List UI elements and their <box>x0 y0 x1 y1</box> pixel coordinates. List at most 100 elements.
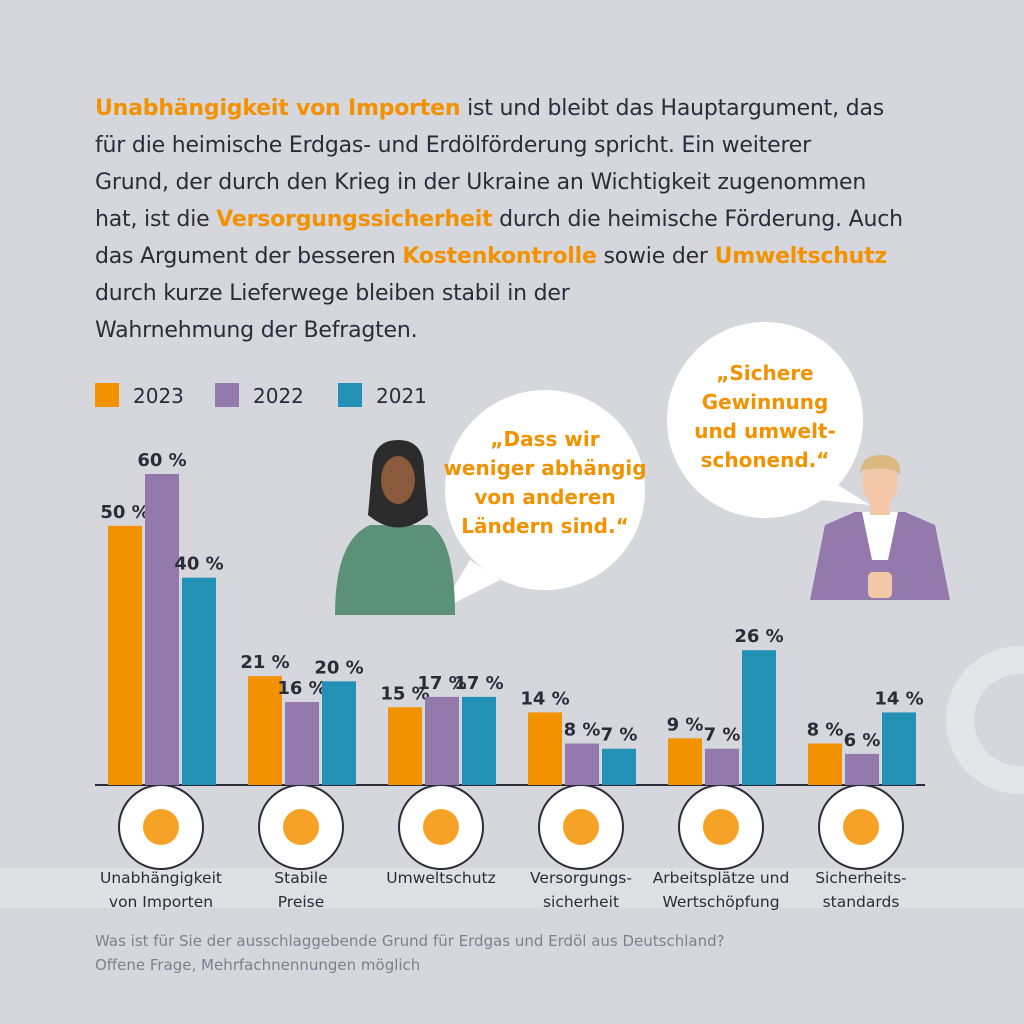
question: Offene Frage, Mehrfachnennungen möglich <box>95 956 420 974</box>
speech-bubble <box>445 390 645 590</box>
text: durch die heimische Förderung. Auch <box>492 207 903 232</box>
x-tick-label: Sicherheits- <box>815 869 907 887</box>
x-tick-label: Umweltschutz <box>386 869 496 887</box>
bar <box>602 748 636 785</box>
bar <box>425 696 459 785</box>
value-label: 50 % <box>100 502 149 523</box>
intro-line: für die heimische Erdgas- und Erdölförde… <box>95 127 903 164</box>
value-label: 8 % <box>807 720 844 741</box>
text: das Argument der besseren <box>95 244 403 269</box>
intro-text: Unabhängigkeit von Importen ist und blei… <box>95 90 903 349</box>
icon <box>423 809 459 845</box>
value-label: 6 % <box>844 730 881 751</box>
text: ist und bleibt das Hauptargument, das <box>460 96 884 121</box>
x-tick-label: Versorgungs- <box>530 869 632 887</box>
x-tick-label: Preise <box>278 893 325 911</box>
highlight: Umweltschutz <box>714 244 888 269</box>
legend-swatch <box>215 383 239 407</box>
value-label: 17 % <box>417 673 466 694</box>
intro-line: Unabhängigkeit von Importen ist und blei… <box>95 90 903 127</box>
icon <box>143 809 179 845</box>
bar <box>565 743 599 785</box>
bar <box>528 712 562 785</box>
x-tick-label: Stabile <box>274 869 327 887</box>
value-label: 8 % <box>564 720 601 741</box>
legend-label: 2022 <box>253 384 304 408</box>
intro-line: Grund, der durch den Krieg in der Ukrain… <box>95 164 903 201</box>
quote-line: Gewinnung <box>702 390 829 414</box>
icon <box>703 809 739 845</box>
value-label: 9 % <box>667 714 704 735</box>
x-tick-label: standards <box>823 893 900 911</box>
x-tick-label: sicherheit <box>543 893 619 911</box>
band <box>0 868 1024 908</box>
x-tick-label: von Importen <box>109 893 213 911</box>
person-man <box>810 455 950 600</box>
bar <box>145 474 179 785</box>
highlight: Versorgungssicherheit <box>216 207 493 232</box>
bar <box>668 738 702 785</box>
text: sowie der <box>596 244 715 269</box>
highlight: Kostenkontrolle <box>402 244 597 269</box>
text: hat, ist die <box>95 207 217 232</box>
value-label: 7 % <box>704 725 741 746</box>
bar <box>845 753 879 785</box>
bar <box>808 743 842 785</box>
text: für die heimische Erdgas- und Erdölförde… <box>95 133 811 158</box>
value-label: 21 % <box>240 652 289 673</box>
legend-label: 2021 <box>376 384 427 408</box>
quote-line: weniger abhängig <box>443 456 646 480</box>
value-label: 15 % <box>380 683 429 704</box>
bar <box>388 707 422 785</box>
bar <box>248 676 282 785</box>
value-label: 14 % <box>520 688 569 709</box>
bar <box>462 696 496 785</box>
deco-circle <box>946 646 1024 794</box>
highlight: Unabhängigkeit von Importen <box>95 96 461 121</box>
intro-line: das Argument der besseren Kostenkontroll… <box>95 238 903 275</box>
bar <box>285 702 319 785</box>
quote-line: Ländern sind.“ <box>461 514 628 538</box>
quote-line: schonend.“ <box>701 448 830 472</box>
legend-label: 2023 <box>133 384 184 408</box>
bubble-tail <box>440 560 500 610</box>
icon <box>563 809 599 845</box>
intro-line: Wahrnehmung der Befragten. <box>95 312 903 349</box>
text: Grund, der durch den Krieg in der Ukrain… <box>95 170 867 195</box>
text: Wahrnehmung der Befragten. <box>95 318 418 343</box>
value-label: 7 % <box>601 725 638 746</box>
person-woman <box>335 440 455 615</box>
value-label: 26 % <box>734 626 783 647</box>
bubble-tail <box>820 480 870 505</box>
value-label: 20 % <box>314 657 363 678</box>
icon <box>843 809 879 845</box>
text: durch kurze Lieferwege bleiben stabil in… <box>95 281 570 306</box>
value-label: 14 % <box>874 688 923 709</box>
bar <box>882 712 916 785</box>
bar <box>322 681 356 785</box>
value-label: 16 % <box>277 678 326 699</box>
x-tick-label: Wertschöpfung <box>662 893 779 911</box>
quote-line: von anderen <box>474 485 615 509</box>
bar <box>108 525 142 785</box>
question: Was ist für Sie der ausschlaggebende Gru… <box>95 932 725 950</box>
legend-swatch <box>95 383 119 407</box>
value-label: 17 % <box>454 673 503 694</box>
bar <box>742 650 776 785</box>
quote-line: „Dass wir <box>490 427 599 451</box>
intro-line: durch kurze Lieferwege bleiben stabil in… <box>95 275 903 312</box>
value-label: 60 % <box>137 450 186 471</box>
quote-line: „Sichere <box>716 361 814 385</box>
bar <box>705 748 739 785</box>
speech-bubble <box>667 322 863 518</box>
x-tick-label: Arbeitsplätze und <box>653 869 790 887</box>
value-label: 40 % <box>174 554 223 575</box>
x-tick-label: Unabhängigkeit <box>100 869 222 887</box>
intro-line: hat, ist die Versorgungssicherheit durch… <box>95 201 903 238</box>
bar <box>182 577 216 785</box>
quote-line: und umwelt- <box>694 419 836 443</box>
legend-swatch <box>338 383 362 407</box>
icon <box>283 809 319 845</box>
